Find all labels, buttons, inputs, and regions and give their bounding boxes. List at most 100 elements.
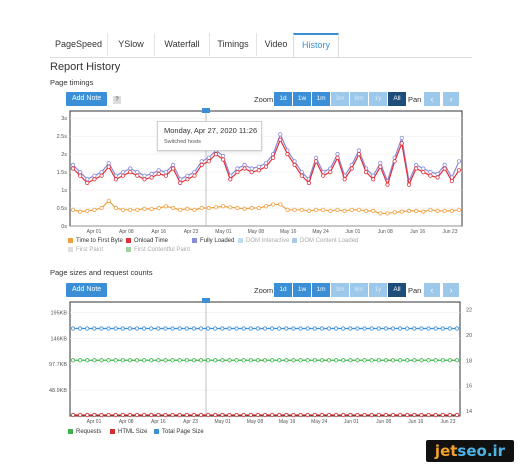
data-point[interactable] (106, 164, 111, 169)
data-point[interactable] (184, 326, 189, 331)
data-point[interactable] (256, 168, 261, 173)
data-point[interactable] (406, 182, 412, 187)
data-point[interactable] (256, 164, 261, 169)
data-point[interactable] (271, 202, 276, 207)
data-point[interactable] (334, 412, 339, 418)
data-point[interactable] (99, 412, 104, 418)
legend-first-paint[interactable]: First Paint (68, 247, 103, 253)
data-point[interactable] (85, 358, 90, 363)
data-point[interactable] (206, 159, 211, 164)
data-point[interactable] (177, 412, 182, 418)
data-point[interactable] (163, 326, 168, 331)
data-point[interactable] (349, 207, 354, 212)
data-point[interactable] (85, 326, 90, 331)
data-point[interactable] (392, 159, 397, 164)
data-point[interactable] (291, 358, 296, 363)
data-point[interactable] (142, 173, 147, 178)
data-point[interactable] (356, 207, 362, 212)
data-point[interactable] (163, 358, 168, 363)
data-point[interactable] (426, 412, 431, 418)
data-point[interactable] (348, 412, 353, 418)
data-point[interactable] (206, 326, 211, 331)
timings-zoom-1y-button[interactable]: 1y (369, 92, 387, 106)
data-point[interactable] (440, 326, 445, 331)
data-point[interactable] (120, 207, 126, 212)
legend-onload[interactable]: Onload Time (126, 238, 168, 244)
data-point[interactable] (228, 205, 233, 210)
data-point[interactable] (262, 412, 268, 418)
data-point[interactable] (341, 412, 346, 418)
data-point[interactable] (156, 171, 161, 176)
data-point[interactable] (298, 358, 303, 363)
data-point[interactable] (383, 358, 388, 363)
data-point[interactable] (242, 166, 247, 171)
data-point[interactable] (398, 412, 403, 418)
data-point[interactable] (390, 412, 396, 418)
data-point[interactable] (128, 166, 133, 171)
data-point[interactable] (70, 207, 76, 212)
data-point[interactable] (376, 326, 381, 331)
data-point[interactable] (414, 162, 419, 168)
data-point[interactable] (312, 326, 317, 331)
data-point[interactable] (149, 326, 154, 331)
data-point[interactable] (235, 205, 240, 211)
timings-zoom-all-button[interactable]: All (388, 92, 406, 106)
data-point[interactable] (334, 326, 339, 331)
data-point[interactable] (120, 173, 126, 178)
data-point[interactable] (376, 358, 381, 363)
data-point[interactable] (454, 358, 460, 363)
sizes-zoom-6m-button[interactable]: 6m (350, 283, 368, 297)
data-point[interactable] (185, 206, 190, 211)
data-point[interactable] (142, 326, 147, 331)
pan-right-button-2[interactable]: › (443, 283, 459, 297)
data-point[interactable] (312, 358, 317, 363)
data-point[interactable] (319, 326, 324, 331)
data-point[interactable] (385, 211, 390, 216)
data-point[interactable] (78, 169, 83, 175)
data-point[interactable] (335, 207, 340, 212)
data-point[interactable] (221, 157, 226, 162)
data-point[interactable] (170, 166, 176, 171)
data-point[interactable] (156, 326, 161, 331)
data-point[interactable] (78, 209, 83, 214)
data-point[interactable] (113, 412, 118, 418)
data-point[interactable] (134, 358, 140, 363)
data-point[interactable] (440, 412, 445, 418)
data-point[interactable] (263, 204, 269, 209)
data-point[interactable] (412, 412, 417, 418)
data-point[interactable] (99, 173, 104, 178)
annotation-flag-2[interactable] (202, 298, 210, 303)
data-point[interactable] (298, 412, 303, 418)
data-point[interactable] (113, 358, 118, 363)
data-point[interactable] (456, 159, 462, 164)
data-point[interactable] (348, 358, 353, 363)
data-point[interactable] (120, 358, 125, 363)
data-point[interactable] (127, 412, 132, 418)
legend-fully-loaded[interactable]: Fully Loaded (192, 238, 234, 244)
data-point[interactable] (433, 412, 438, 418)
data-point[interactable] (113, 177, 118, 182)
data-point[interactable] (428, 207, 433, 212)
timings-zoom-6m-button[interactable]: 6m (350, 92, 368, 106)
data-point[interactable] (185, 173, 190, 178)
data-point[interactable] (419, 358, 424, 363)
data-point[interactable] (284, 358, 289, 363)
data-point[interactable] (235, 166, 240, 171)
data-point[interactable] (321, 173, 326, 178)
data-point[interactable] (85, 180, 90, 185)
data-point[interactable] (78, 358, 83, 363)
data-point[interactable] (306, 180, 311, 185)
data-point[interactable] (235, 169, 240, 175)
data-point[interactable] (426, 358, 431, 363)
data-point[interactable] (292, 162, 297, 168)
data-point[interactable] (371, 208, 376, 214)
data-point[interactable] (170, 162, 176, 168)
data-point[interactable] (442, 166, 447, 171)
data-point[interactable] (433, 326, 438, 331)
data-point[interactable] (184, 412, 189, 418)
sizes-zoom-3m-button[interactable]: 3m (331, 283, 349, 297)
sizes-zoom-1m-button[interactable]: 1m (312, 283, 330, 297)
data-point[interactable] (99, 326, 104, 331)
data-point[interactable] (305, 412, 310, 418)
data-point[interactable] (213, 358, 218, 363)
